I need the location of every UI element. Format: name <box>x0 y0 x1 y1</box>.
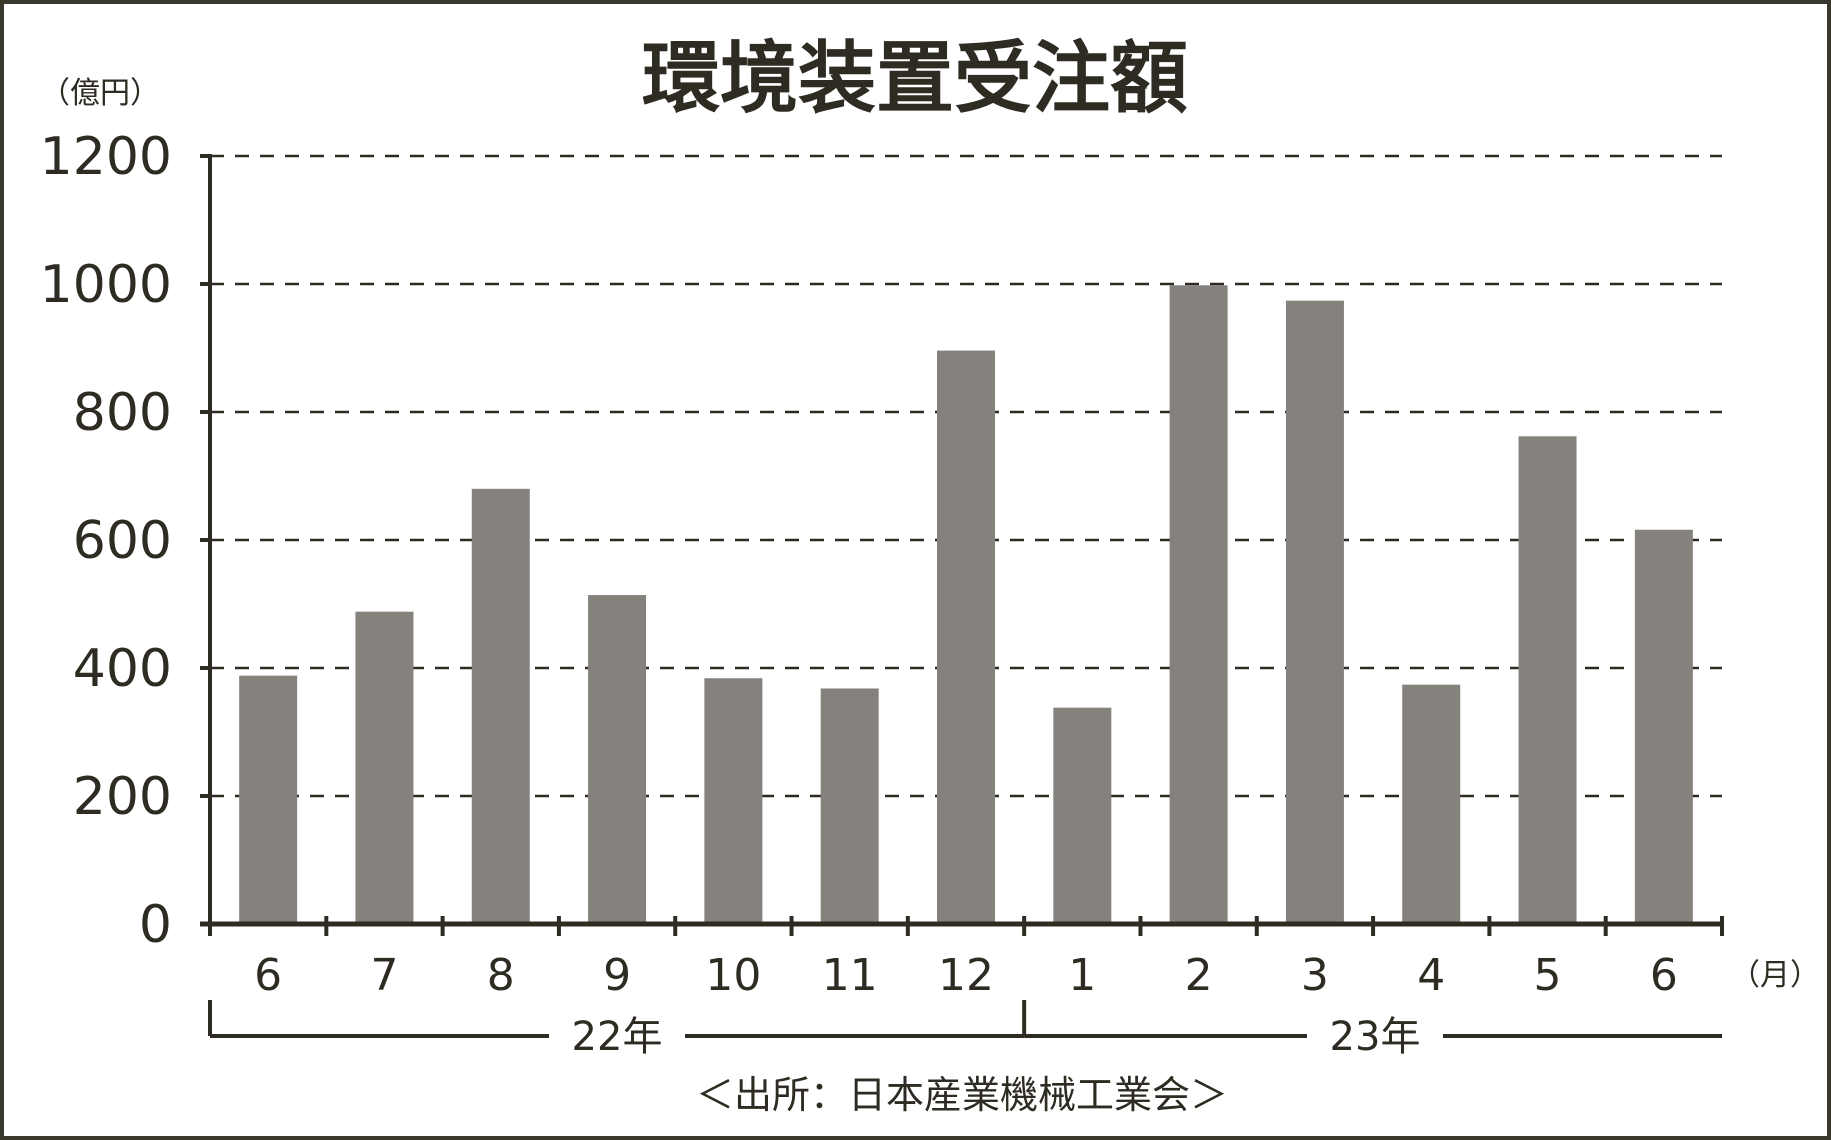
y-tick-label: 0 <box>139 895 172 955</box>
chart-title: 環境装置受注額 <box>642 34 1188 124</box>
bar <box>1169 285 1228 924</box>
x-axis-unit-label: （月） <box>1730 958 1820 993</box>
x-tick-label: 6 <box>254 950 282 1001</box>
y-tick-label: 1200 <box>40 127 172 187</box>
year-group-label: 22年 <box>572 1014 663 1060</box>
bar <box>704 678 763 924</box>
bar <box>239 675 298 924</box>
x-tick-label: 9 <box>603 950 631 1001</box>
bar <box>1634 529 1693 924</box>
y-tick-label: 600 <box>73 511 172 571</box>
x-tick-label: 4 <box>1417 950 1445 1001</box>
bar <box>937 350 995 924</box>
source-note: ＜出所：日本産業機械工業会＞ <box>696 1073 1228 1117</box>
bar <box>1402 684 1461 924</box>
x-tick-label: 1 <box>1068 950 1096 1001</box>
x-tick-label: 6 <box>1650 950 1678 1001</box>
x-tick-label: 10 <box>705 950 761 1001</box>
bar <box>820 688 879 924</box>
x-tick-label: 7 <box>370 950 398 1001</box>
y-tick-label: 200 <box>73 767 172 827</box>
bar <box>355 611 414 924</box>
bar <box>471 488 530 924</box>
bar <box>1053 707 1112 924</box>
x-tick-label: 11 <box>822 950 878 1001</box>
y-tick-label: 800 <box>73 383 172 443</box>
x-tick-label: 8 <box>487 950 515 1001</box>
y-tick-label: 400 <box>73 639 172 699</box>
x-tick-label: 12 <box>938 950 994 1001</box>
bar <box>1285 300 1344 924</box>
x-tick-label: 3 <box>1301 950 1329 1001</box>
y-tick-label: 1000 <box>40 255 172 315</box>
bar <box>588 595 647 924</box>
x-tick-label: 5 <box>1534 950 1562 1001</box>
year-group-label: 23年 <box>1330 1014 1421 1060</box>
x-tick-label: 2 <box>1185 950 1213 1001</box>
bar <box>1518 436 1577 924</box>
y-axis-unit-label: （億円） <box>40 76 160 111</box>
